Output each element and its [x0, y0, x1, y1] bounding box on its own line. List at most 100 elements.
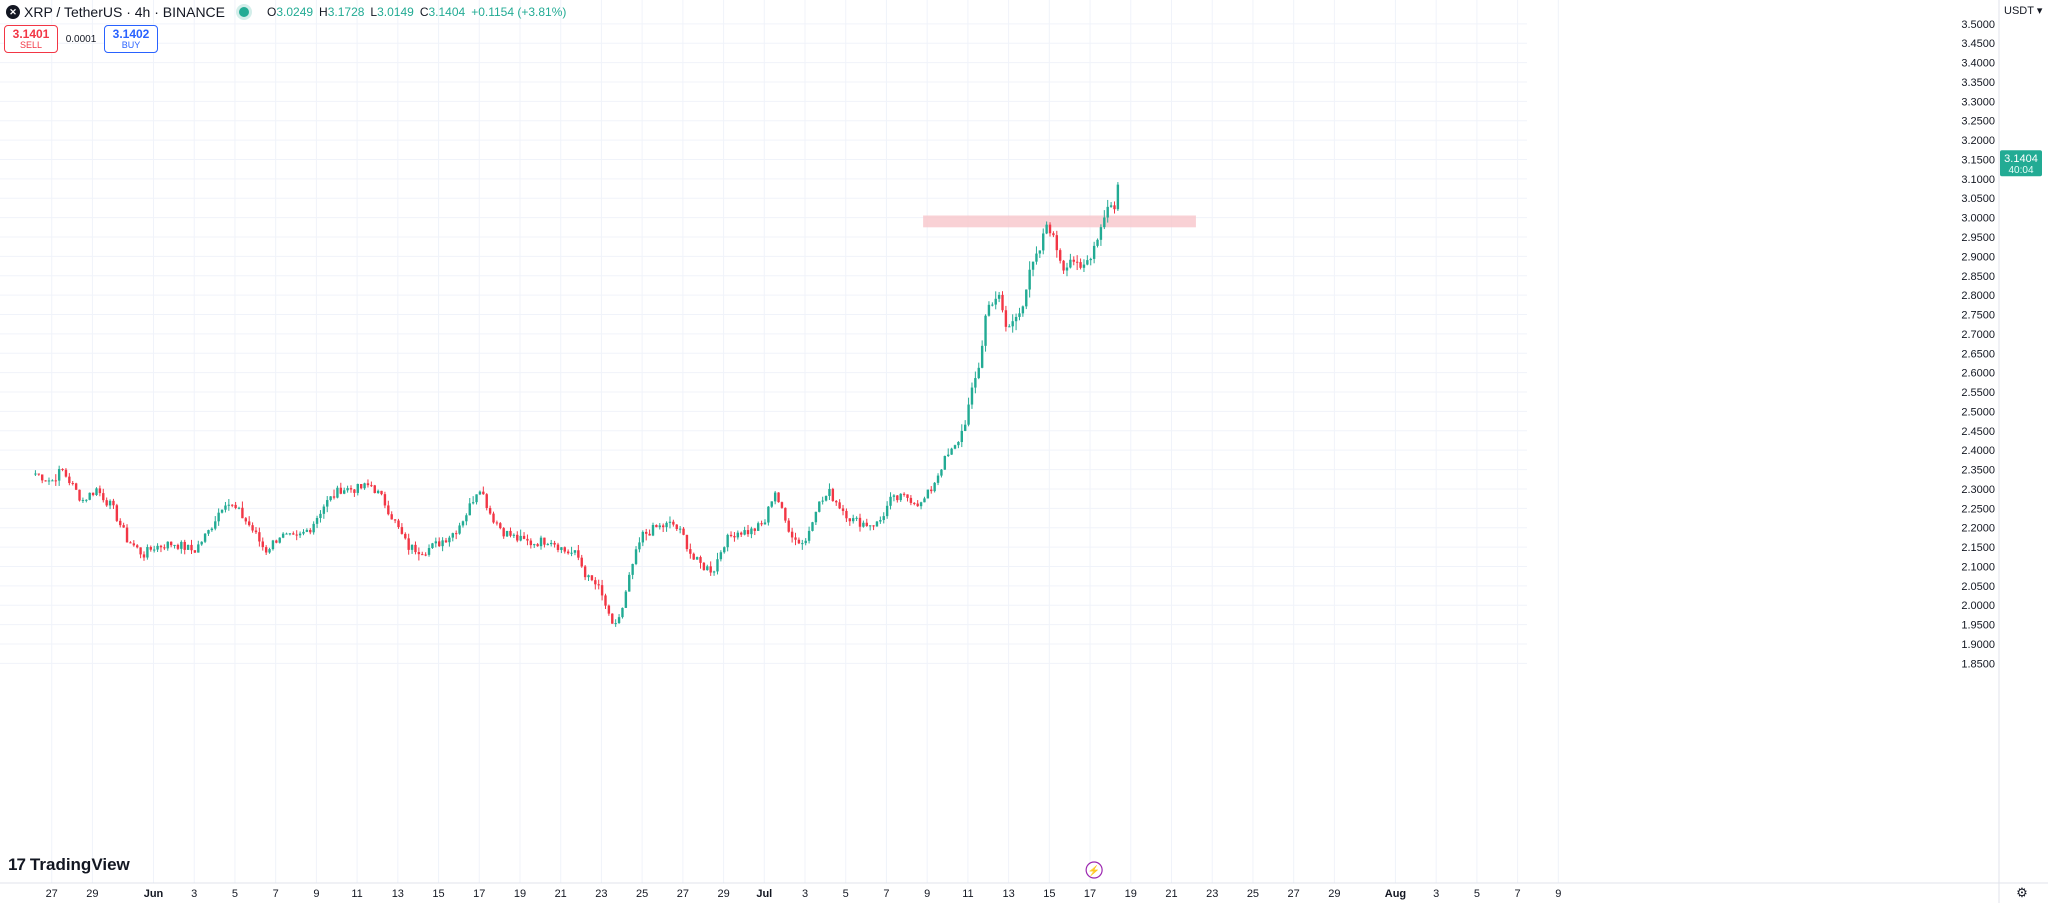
- y-tick-label: 3.2500: [1961, 116, 1995, 128]
- candle-body: [519, 535, 522, 541]
- candle-body: [95, 488, 98, 496]
- candle-body: [1004, 310, 1008, 327]
- candle-body: [482, 491, 485, 495]
- y-tick-label: 3.0000: [1961, 213, 1995, 225]
- candle-body: [828, 488, 831, 496]
- candle-body: [807, 530, 811, 541]
- candle-body: [604, 595, 607, 606]
- candle-body: [1079, 262, 1082, 268]
- candle-body: [974, 378, 977, 388]
- candle-body: [81, 500, 85, 502]
- candle-body: [1018, 313, 1021, 317]
- x-tick-label: 7: [1515, 888, 1521, 900]
- candle-body: [495, 522, 499, 524]
- candle-body: [366, 483, 370, 486]
- candle-body: [183, 541, 186, 550]
- candle-body: [818, 501, 821, 512]
- candle-body: [505, 530, 509, 537]
- y-tick-label: 3.1500: [1961, 154, 1995, 166]
- y-axis: 3.5000 3.4500 3.4000 3.3500 3.3000 3.2500 3.20…: [1961, 0, 2000, 903]
- candle-body: [37, 473, 41, 475]
- candle-body: [556, 544, 560, 550]
- candle-body: [475, 494, 478, 503]
- x-axis: 27 29 Jun 3 5 7 9 11 13 15 17 19 21 23 25 27 29 Jul 3 5 7 9 11…: [0, 882, 2048, 900]
- y-tick-label: 1.9000: [1961, 639, 1995, 651]
- candle-body: [634, 549, 638, 564]
- y-tick-label: 2.9000: [1961, 251, 1995, 263]
- candle-body: [227, 504, 231, 506]
- y-tick-label: 3.3500: [1961, 77, 1995, 89]
- candle-body: [108, 500, 112, 506]
- x-tick-label: 17: [473, 888, 485, 900]
- symbol-title[interactable]: XRP / TetherUS · 4h · BINANCE: [24, 4, 225, 20]
- candle-body: [295, 534, 298, 536]
- candle-body: [115, 505, 119, 521]
- candle-body: [224, 505, 227, 510]
- candle-body: [858, 517, 862, 527]
- x-tick-label: 7: [883, 888, 889, 900]
- candle-body: [349, 488, 353, 490]
- x-tick-label: 5: [232, 888, 238, 900]
- candle-body: [417, 552, 421, 555]
- y-tick-label: 2.7500: [1961, 310, 1995, 322]
- candle-body: [424, 554, 427, 556]
- candle-body: [373, 485, 376, 494]
- candle-body: [689, 549, 692, 554]
- candle-body: [312, 523, 315, 533]
- x-tick-label: 21: [1165, 888, 1177, 900]
- candle-body: [570, 552, 573, 554]
- x-tick-label: Aug: [1385, 888, 1406, 900]
- y-tick-label: 3.5000: [1961, 19, 1995, 31]
- candle-body: [668, 521, 672, 523]
- currency-selector[interactable]: USDT ▾: [2004, 4, 2042, 17]
- candle-body: [47, 480, 51, 482]
- candle-body: [210, 528, 214, 531]
- candle-body: [64, 469, 68, 477]
- candle-body: [502, 528, 505, 537]
- candle-body: [892, 495, 896, 497]
- x-tick-label: 3: [802, 888, 808, 900]
- candle-body: [404, 533, 407, 539]
- candle-body: [580, 557, 583, 567]
- y-tick-label: 3.0500: [1961, 193, 1995, 205]
- candle-body: [1062, 260, 1065, 271]
- candle-body: [85, 499, 88, 501]
- candle-body: [451, 533, 454, 538]
- candle-body: [1048, 224, 1052, 234]
- buy-button[interactable]: 3.1402 BUY: [104, 25, 158, 53]
- tradingview-logo[interactable]: 17 TradingView: [8, 855, 130, 875]
- candle-body: [339, 487, 343, 494]
- low-label: L: [370, 5, 378, 19]
- candle-body: [977, 367, 980, 379]
- x-tick-label: 19: [514, 888, 526, 900]
- x-tick-label: 17: [1084, 888, 1096, 900]
- symbol-header: ✕ XRP / TetherUS · 4h · BINANCE O 3.0249 …: [0, 0, 566, 24]
- candle-body: [414, 544, 417, 553]
- candle-body: [237, 507, 241, 509]
- candle-body: [322, 506, 326, 514]
- candle-body: [933, 482, 936, 492]
- candle-body: [852, 518, 855, 522]
- candle-body: [723, 547, 726, 553]
- y-tick-label: 1.9500: [1961, 620, 1995, 632]
- sell-button[interactable]: 3.1401 SELL: [4, 25, 58, 53]
- candle-body: [197, 544, 200, 553]
- candle-body: [1113, 205, 1116, 210]
- candle-body: [461, 521, 465, 526]
- candle-body: [247, 521, 251, 526]
- candle-body: [438, 541, 441, 547]
- candle-body: [1092, 245, 1096, 259]
- candle-body: [207, 530, 210, 534]
- candle-body: [746, 530, 750, 535]
- candle-body: [421, 554, 424, 556]
- candle-body: [967, 404, 970, 425]
- candle-body: [913, 502, 916, 504]
- candle-body: [729, 534, 733, 536]
- close-value: 3.1404: [428, 5, 466, 19]
- gear-icon: ⚙: [2016, 885, 2028, 900]
- candle-body: [302, 531, 305, 534]
- y-tick-label: 3.4500: [1961, 38, 1995, 50]
- spread-value: 0.0001: [65, 33, 97, 45]
